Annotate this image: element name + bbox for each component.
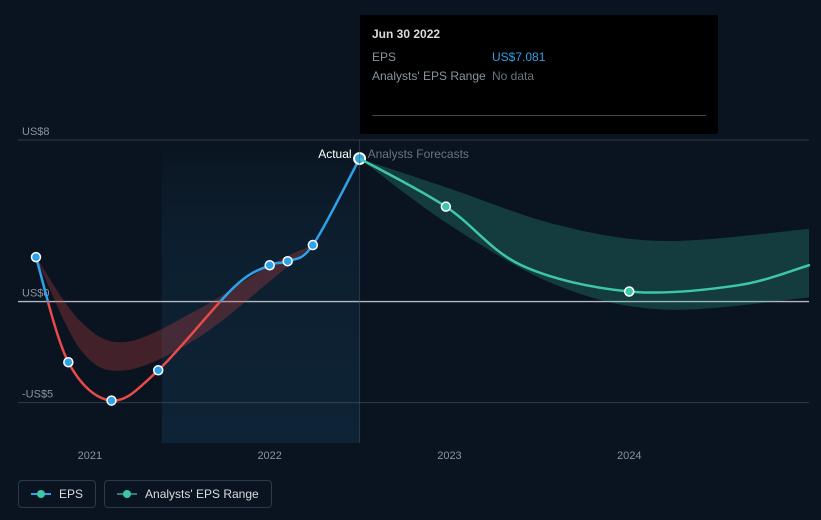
legend-range-icon (117, 489, 137, 499)
chart-legend: EPS Analysts' EPS Range (18, 480, 272, 508)
chart-tooltip: Jun 30 2022 EPS US$7.081 Analysts' EPS R… (360, 15, 718, 134)
tooltip-label-eps: EPS (372, 48, 492, 67)
tooltip-value-range: No data (492, 67, 534, 86)
tooltip-value-eps: US$7.081 (492, 48, 545, 67)
legend-range-label: Analysts' EPS Range (145, 487, 259, 501)
legend-eps-icon (31, 489, 51, 499)
svg-text:2023: 2023 (437, 450, 461, 462)
svg-text:US$8: US$8 (22, 126, 50, 138)
tooltip-row-range: Analysts' EPS Range No data (372, 67, 706, 86)
svg-text:-US$5: -US$5 (22, 389, 53, 401)
svg-text:2022: 2022 (257, 450, 281, 462)
legend-eps-label: EPS (59, 487, 83, 501)
tooltip-label-range: Analysts' EPS Range (372, 67, 492, 86)
svg-text:Analysts Forecasts: Analysts Forecasts (368, 147, 469, 161)
svg-text:2021: 2021 (78, 450, 102, 462)
legend-item-range[interactable]: Analysts' EPS Range (104, 480, 272, 508)
tooltip-date: Jun 30 2022 (372, 25, 706, 44)
tooltip-row-eps: EPS US$7.081 (372, 48, 706, 67)
eps-forecast-chart: US$8US$0-US$52021202220232024ActualAnaly… (0, 0, 821, 520)
tooltip-divider (372, 115, 706, 116)
svg-text:2024: 2024 (617, 450, 641, 462)
legend-item-eps[interactable]: EPS (18, 480, 96, 508)
svg-text:Actual: Actual (318, 147, 351, 161)
